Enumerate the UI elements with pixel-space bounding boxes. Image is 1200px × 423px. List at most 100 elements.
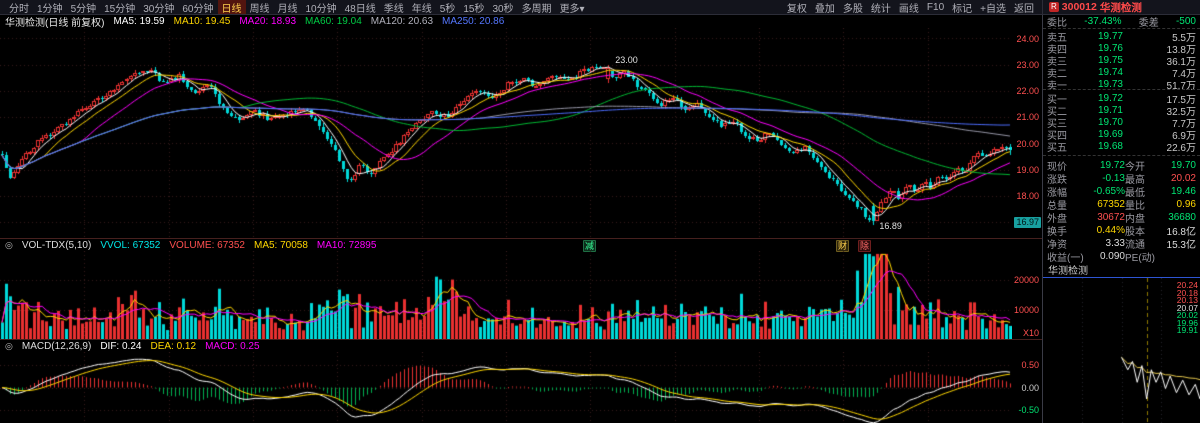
- macd-value-0: MACD(12,26,9): [21, 340, 92, 352]
- topbar: 分时 1分钟 5分钟 15分钟 30分钟 60分钟 日线 周线 月线 10分钟 48日线 季线 年线 5秒…: [0, 0, 1200, 15]
- period-tab-30分钟[interactable]: 30分钟: [143, 3, 175, 15]
- stat-label: 涨幅: [1047, 188, 1067, 199]
- action-F10[interactable]: F10: [926, 1, 945, 13]
- stat-label: 现价: [1047, 162, 1067, 173]
- indicator-toggle-icon[interactable]: ◎: [5, 340, 13, 351]
- ma-labels: MA5: 19.59 MA10: 19.45 MA20: 18.93 MA60: 19…: [113, 16, 504, 27]
- period-tab-15秒[interactable]: 15秒: [463, 3, 485, 15]
- ask-label: 卖四: [1047, 45, 1067, 56]
- macd-value-1: DIF: 0.24: [100, 340, 142, 352]
- volume-scale-label: X10: [1022, 328, 1039, 338]
- price-axis-label: 22.00: [1016, 86, 1039, 96]
- bid-level-1[interactable]: 买一 19.72 17.5万: [1043, 91, 1200, 106]
- action-+自选[interactable]: +自选: [980, 3, 1006, 15]
- bid-level-3[interactable]: 买三 19.70 7.7万: [1043, 115, 1200, 130]
- period-tab-季线[interactable]: 季线: [383, 3, 404, 15]
- ask-label: 卖一: [1047, 81, 1067, 92]
- period-tab-分时[interactable]: 分时: [9, 3, 29, 15]
- bid-label: 买五: [1047, 143, 1067, 154]
- stat-value: 0.44%: [1096, 225, 1125, 236]
- action-复权[interactable]: 复权: [786, 3, 807, 15]
- candlestick-canvas[interactable]: [0, 28, 1012, 238]
- stat-label: PE(动): [1125, 253, 1155, 264]
- period-tab-更多[interactable]: 更多▾: [559, 3, 585, 15]
- action-多股[interactable]: 多股: [842, 3, 863, 15]
- action-叠加[interactable]: 叠加: [814, 3, 835, 15]
- stat-value: 19.72: [1099, 160, 1125, 171]
- bid-label: 买二: [1047, 107, 1067, 118]
- vol-value-4: MA10: 72895: [316, 239, 377, 251]
- stat-value: 15.3亿: [1166, 240, 1196, 251]
- ma-value-0: MA5: 19.59: [113, 16, 165, 27]
- action-标记[interactable]: 标记: [952, 3, 973, 15]
- macd-value-2: DEA: 0.12: [150, 340, 197, 352]
- stat-row-4: 外盘 30672 内盘 36680: [1043, 210, 1200, 225]
- period-tab-周线[interactable]: 周线: [249, 3, 270, 15]
- stat-label: 收益(一): [1047, 253, 1084, 264]
- weicha-label: 委差: [1138, 18, 1159, 29]
- period-tab-10分钟[interactable]: 10分钟: [305, 3, 337, 15]
- bid-volume: 7.7万: [1172, 119, 1196, 130]
- stat-row-2: 涨幅 -0.65% 最低 19.46: [1043, 184, 1200, 199]
- period-tab-48日线[interactable]: 48日线: [344, 3, 376, 15]
- mini-intraday-pane: 20.24 20.18 20.13 20.07 20.02 19.96 19.91: [1043, 278, 1200, 423]
- stat-label: 量比: [1125, 201, 1145, 212]
- ask-label: 卖三: [1047, 57, 1067, 68]
- indicator-toggle-icon[interactable]: ◎: [5, 239, 13, 250]
- ask-level-2[interactable]: 卖四 19.76 13.8万: [1043, 41, 1200, 56]
- action-返回[interactable]: 返回: [1014, 3, 1034, 15]
- bid-level-5[interactable]: 买五 19.68 22.6万: [1043, 139, 1200, 154]
- stat-value: 19.46: [1170, 186, 1196, 197]
- price-axis-label: 23.00: [1016, 59, 1039, 70]
- period-tab-5分钟[interactable]: 5分钟: [70, 3, 97, 15]
- mini-chart-tab[interactable]: 华测检测: [1043, 262, 1200, 278]
- stat-row-7: 收益(一) 0.090 PE(动): [1043, 249, 1200, 264]
- action-统计[interactable]: 统计: [870, 3, 891, 15]
- ask-levels: 卖五 19.77 5.5万 卖四 19.76 13.8万 卖三 19.75 36.1万 卖二 19.…: [1043, 29, 1200, 92]
- event-badge-财[interactable]: 财: [836, 240, 850, 252]
- period-tab-年线[interactable]: 年线: [411, 3, 432, 15]
- bid-level-2[interactable]: 买二 19.71 32.5万: [1043, 103, 1200, 118]
- stock-label: R 300012 华测检测: [1042, 0, 1200, 14]
- period-tab-多周期[interactable]: 多周期: [521, 3, 552, 15]
- period-tab-60分钟[interactable]: 60分钟: [182, 3, 214, 15]
- ask-level-5[interactable]: 卖一 19.73 51.7万: [1043, 77, 1200, 92]
- stat-value: 0.96: [1176, 199, 1196, 210]
- action-画线[interactable]: 画线: [898, 3, 919, 15]
- period-tab-15分钟[interactable]: 15分钟: [104, 3, 136, 15]
- macd-canvas[interactable]: [0, 352, 1012, 423]
- bid-label: 买三: [1047, 119, 1067, 130]
- price-axis-tag: 16.97: [1014, 217, 1041, 229]
- volume-labels: VOL-TDX(5,10) VVOL: 67352 VOLUME: 67352 MA5…: [22, 240, 377, 251]
- macd-axis-label: 0.00: [1021, 382, 1039, 393]
- ask-level-4[interactable]: 卖二 19.74 7.4万: [1043, 65, 1200, 80]
- chart-title: 华测检测(日线 前复权): [5, 18, 105, 29]
- mini-intraday-canvas[interactable]: [1043, 278, 1200, 423]
- ask-volume: 5.5万: [1172, 33, 1196, 44]
- period-tab-1分钟[interactable]: 1分钟: [37, 3, 63, 15]
- volume-canvas[interactable]: [0, 251, 1012, 339]
- bid-level-4[interactable]: 买四 19.69 6.9万: [1043, 127, 1200, 142]
- period-tabs: 分时 1分钟 5分钟 15分钟 30分钟 60分钟 日线 周线 月线 10分钟 48日线 季线 年线 5秒…: [0, 0, 783, 14]
- price-axis-label: 24.00: [1016, 33, 1039, 44]
- period-tab-5秒[interactable]: 5秒: [439, 3, 456, 15]
- period-tab-30秒[interactable]: 30秒: [492, 3, 514, 15]
- period-tab-月线[interactable]: 月线: [277, 3, 298, 15]
- bid-label: 买一: [1047, 95, 1067, 106]
- ask-level-3[interactable]: 卖三 19.75 36.1万: [1043, 53, 1200, 68]
- stat-row-1: 涨跌 -0.13 最高 20.02: [1043, 171, 1200, 186]
- mini-axis-label: 20.02: [1176, 310, 1198, 320]
- ask-volume: 13.8万: [1166, 45, 1196, 56]
- period-tab-日线[interactable]: 日线: [217, 0, 246, 14]
- ma-value-3: MA60: 19.04: [305, 16, 362, 27]
- stat-value: 19.70: [1170, 160, 1196, 171]
- stat-label: 流通: [1125, 240, 1145, 251]
- vol-value-3: MA5: 70058: [253, 239, 308, 251]
- stat-label: 总量: [1047, 201, 1067, 212]
- vol-value-0: VOL-TDX(5,10): [21, 239, 92, 251]
- mini-axis-label: 20.13: [1176, 295, 1198, 305]
- macd-axis-label: 0.50: [1021, 360, 1039, 371]
- stat-value: 3.33: [1105, 238, 1125, 249]
- stat-label: 最低: [1125, 188, 1145, 199]
- ask-level-1[interactable]: 卖五 19.77 5.5万: [1043, 29, 1200, 44]
